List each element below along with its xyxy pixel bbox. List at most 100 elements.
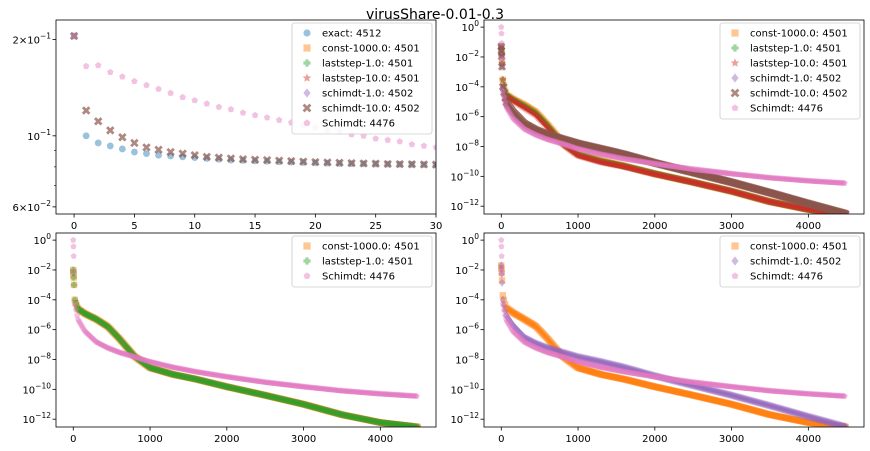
data-point	[257, 378, 264, 385]
data-point	[158, 368, 166, 375]
data-point	[288, 398, 296, 405]
data-point	[322, 406, 329, 414]
data-point	[841, 422, 848, 427]
data-point	[170, 371, 178, 378]
data-point	[606, 359, 613, 368]
data-point	[578, 365, 585, 372]
data-point	[547, 350, 554, 356]
data-point	[239, 109, 247, 116]
data-point	[156, 367, 164, 374]
data-point	[119, 338, 126, 346]
data-point	[767, 401, 774, 411]
data-point	[727, 170, 734, 177]
data-point	[605, 152, 612, 159]
data-point	[148, 364, 155, 372]
data-point	[534, 110, 541, 118]
data-point	[99, 320, 107, 327]
data-point	[243, 388, 251, 395]
data-point	[790, 176, 797, 183]
data-point	[110, 329, 117, 336]
data-point	[529, 107, 537, 114]
data-point	[675, 175, 684, 183]
data-point	[166, 370, 173, 377]
data-point	[140, 359, 147, 367]
data-point	[297, 400, 304, 407]
data-point	[636, 371, 643, 377]
data-point	[176, 372, 183, 379]
data-point	[269, 379, 276, 386]
data-point	[498, 261, 505, 270]
data-point	[650, 169, 659, 178]
data-point	[520, 315, 527, 322]
data-point	[653, 170, 660, 178]
data-point	[510, 321, 517, 331]
data-point	[600, 158, 608, 165]
data-point	[502, 310, 510, 320]
data-point	[626, 364, 633, 374]
data-point	[735, 384, 742, 391]
data-point	[583, 153, 590, 160]
data-point	[591, 149, 598, 156]
data-point	[839, 392, 846, 399]
data-point	[581, 153, 590, 162]
data-point	[226, 154, 236, 163]
data-point	[767, 387, 774, 394]
data-point	[741, 394, 748, 404]
data-point	[746, 193, 754, 200]
data-point	[736, 384, 743, 391]
data-point	[706, 380, 713, 387]
data-point	[595, 150, 602, 157]
data-point	[835, 392, 842, 399]
y-tick-label: 10−4	[455, 79, 479, 94]
data-point	[522, 126, 529, 133]
data-point	[354, 388, 361, 395]
data-point	[192, 375, 199, 383]
data-point	[155, 367, 162, 374]
data-point	[299, 383, 306, 390]
data-point	[772, 175, 779, 181]
legend-marker	[731, 242, 739, 250]
data-point	[576, 151, 583, 159]
data-point	[598, 364, 605, 371]
data-point	[404, 422, 412, 427]
data-point	[778, 388, 785, 395]
data-point	[191, 375, 198, 383]
data-point	[784, 201, 793, 209]
data-point	[71, 296, 79, 304]
data-point	[258, 391, 266, 398]
data-point	[745, 192, 753, 200]
data-point	[721, 382, 728, 389]
data-point	[557, 347, 565, 357]
data-point	[718, 382, 725, 389]
data-point	[387, 420, 395, 427]
data-point	[160, 368, 168, 376]
data-point	[280, 396, 287, 403]
data-point	[137, 357, 144, 364]
data-point	[677, 377, 684, 383]
data-point	[567, 146, 576, 155]
data-point	[721, 186, 728, 193]
data-point	[274, 395, 282, 402]
data-point	[377, 390, 384, 397]
data-point	[736, 403, 743, 410]
data-point	[335, 387, 342, 393]
data-point	[595, 357, 602, 366]
data-point	[554, 346, 561, 356]
data-point	[730, 383, 738, 390]
data-point	[355, 388, 362, 395]
data-point	[730, 401, 738, 409]
data-point	[573, 150, 582, 159]
data-point	[788, 407, 796, 417]
data-point	[720, 185, 729, 193]
data-point	[795, 409, 802, 418]
data-point	[692, 379, 699, 386]
data-point	[726, 383, 733, 390]
data-point	[201, 378, 209, 385]
data-point	[527, 129, 534, 135]
data-point	[689, 392, 697, 399]
data-point	[601, 158, 610, 167]
data-point	[188, 375, 196, 382]
data-point	[93, 338, 100, 345]
data-point	[544, 122, 552, 129]
data-point	[537, 114, 544, 121]
